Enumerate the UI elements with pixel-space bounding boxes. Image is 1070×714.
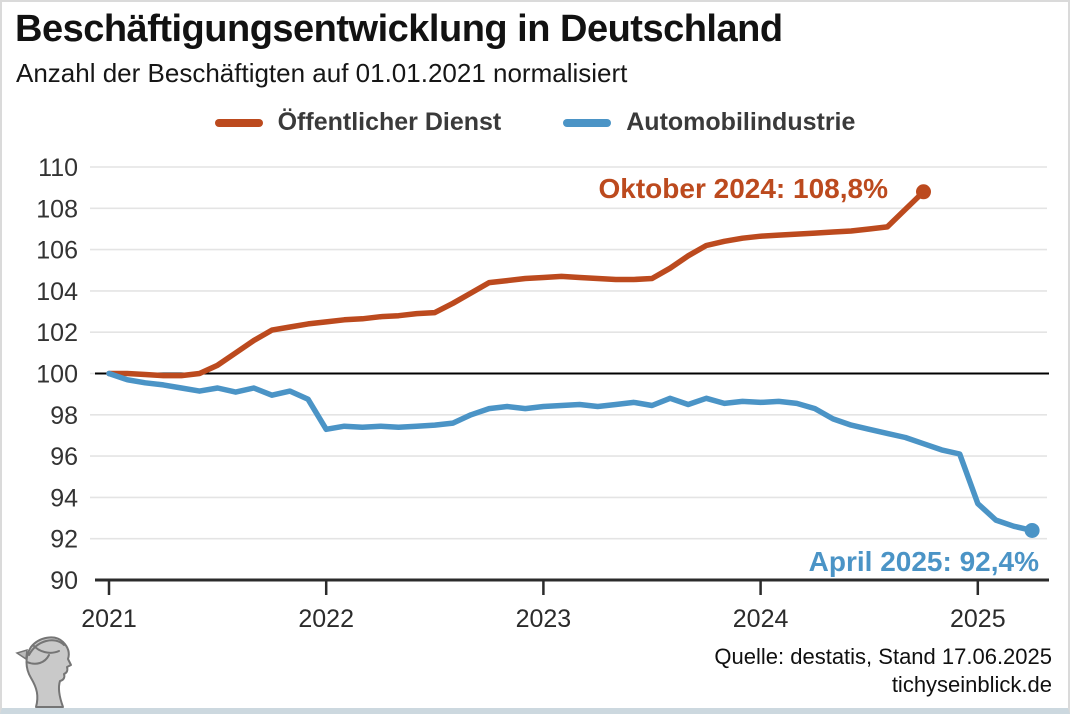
tichys-einblick-head-logo bbox=[15, 636, 72, 708]
legend-item-oeffentlicher-dienst: Öffentlicher Dienst bbox=[214, 108, 502, 137]
y-tick-label: 90 bbox=[50, 567, 78, 595]
y-tick-label: 96 bbox=[50, 443, 78, 471]
source-note: Quelle: destatis, Stand 17.06.2025 tichy… bbox=[714, 643, 1052, 699]
x-tick-label: 2023 bbox=[516, 605, 572, 633]
legend-label: Automobilindustrie bbox=[626, 108, 856, 136]
x-tick-label: 2021 bbox=[81, 605, 137, 633]
source-line: Quelle: destatis, Stand 17.06.2025 bbox=[714, 644, 1052, 669]
y-tick-label: 108 bbox=[36, 195, 78, 223]
legend-item-automobilindustrie: Automobilindustrie bbox=[563, 108, 855, 137]
series-end-dot-automobilindustrie bbox=[1024, 522, 1040, 538]
page-subtitle: Anzahl der Beschäftigten auf 01.01.2021 … bbox=[16, 58, 628, 88]
series-line-oeffentlicher-dienst bbox=[106, 189, 927, 379]
legend: Öffentlicher Dienst Automobilindustrie bbox=[2, 108, 1068, 137]
y-tick-label: 92 bbox=[50, 526, 78, 554]
blue-line-swatch-icon bbox=[563, 118, 612, 127]
axis-layer: 90 92 94 96 98 100 102 104 106 108 110 2021 2022 2023… bbox=[36, 154, 1049, 633]
x-tick-label: 2022 bbox=[298, 605, 354, 633]
y-tick-label: 104 bbox=[36, 278, 78, 306]
red-line-swatch-icon bbox=[214, 118, 263, 127]
annotation-april-2025: April 2025: 92,4% bbox=[809, 546, 1039, 577]
y-tick-label: 110 bbox=[38, 154, 78, 182]
y-tick-label: 94 bbox=[50, 484, 78, 512]
annotation-oktober-2024: Oktober 2024: 108,8% bbox=[599, 173, 889, 204]
series-layer bbox=[106, 184, 1040, 538]
legend-label: Öffentlicher Dienst bbox=[277, 108, 502, 136]
site-line: tichyseinblick.de bbox=[891, 671, 1052, 697]
page-title: Beschäftigungsentwicklung in Deutschland bbox=[15, 8, 783, 50]
series-line-automobilindustrie bbox=[106, 370, 1035, 534]
series-end-dot-oeffentlicher-dienst bbox=[916, 184, 931, 200]
x-tick-label: 2025 bbox=[950, 605, 1006, 633]
y-tick-label: 100 bbox=[36, 361, 78, 389]
x-tick-label: 2024 bbox=[733, 605, 789, 633]
y-tick-label: 98 bbox=[50, 402, 78, 430]
y-tick-label: 102 bbox=[36, 319, 78, 347]
y-tick-label: 106 bbox=[36, 237, 78, 265]
